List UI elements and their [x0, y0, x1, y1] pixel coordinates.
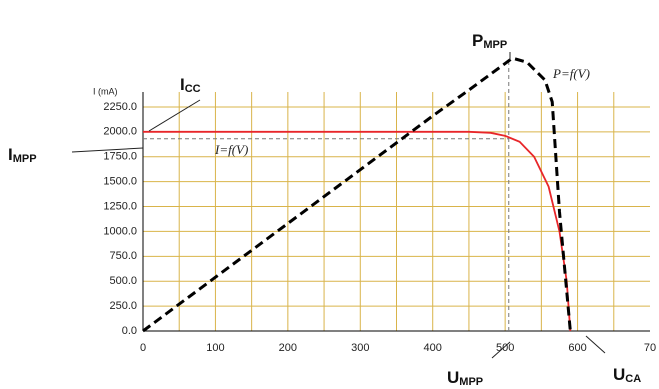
annotation-sub: MPP: [459, 376, 483, 388]
annotation: UMPP: [447, 368, 483, 387]
annotation-main: U: [447, 368, 459, 387]
x-tick-label: 200: [279, 342, 297, 354]
y-tick-label: 750.0: [109, 250, 137, 262]
annotation-sub: MPP: [13, 153, 37, 165]
y-tick-label: 1750.0: [103, 151, 137, 163]
annotation-pointer: [71, 147, 144, 153]
y-tick-label: 500.0: [109, 275, 137, 287]
series-line: [142, 56, 572, 333]
x-tick-label: 300: [351, 342, 369, 354]
annotation-pointer: [148, 99, 201, 132]
annotation-sub: CA: [625, 373, 641, 385]
annotation-main: I: [180, 75, 185, 94]
y-tick-label: 250.0: [109, 300, 137, 312]
curve-label: P=f(V): [552, 66, 590, 81]
y-tick-label: 2000.0: [103, 126, 137, 138]
y-axis-label: I (mA): [93, 86, 118, 96]
annotation-sub: CC: [185, 83, 201, 95]
y-tick-label: 0.0: [122, 325, 137, 337]
curve-label: I=f(V): [214, 142, 248, 157]
annotation-pointer: [491, 341, 511, 359]
annotation: IMPP: [8, 145, 37, 164]
x-tick-label: 70: [644, 342, 656, 354]
annotation-main: I: [8, 145, 13, 164]
annotation-pointer: [585, 335, 606, 354]
annotation-main: U: [613, 365, 625, 384]
annotation-main: P: [472, 31, 483, 50]
annotation: ICC: [180, 75, 201, 94]
y-tick-label: 1250.0: [103, 200, 137, 212]
series-line: [143, 130, 572, 332]
x-tick-label: 600: [568, 342, 586, 354]
y-tick-label: 1500.0: [103, 176, 137, 188]
annotation-sub: MPP: [483, 39, 507, 51]
annotation: UCA: [613, 365, 641, 384]
annotation: PMPP: [472, 31, 507, 50]
y-tick-label: 2250.0: [103, 101, 137, 113]
y-tick-label: 1000.0: [103, 225, 137, 237]
x-tick-label: 100: [206, 342, 224, 354]
x-tick-label: 0: [140, 342, 146, 354]
x-tick-label: 400: [424, 342, 442, 354]
